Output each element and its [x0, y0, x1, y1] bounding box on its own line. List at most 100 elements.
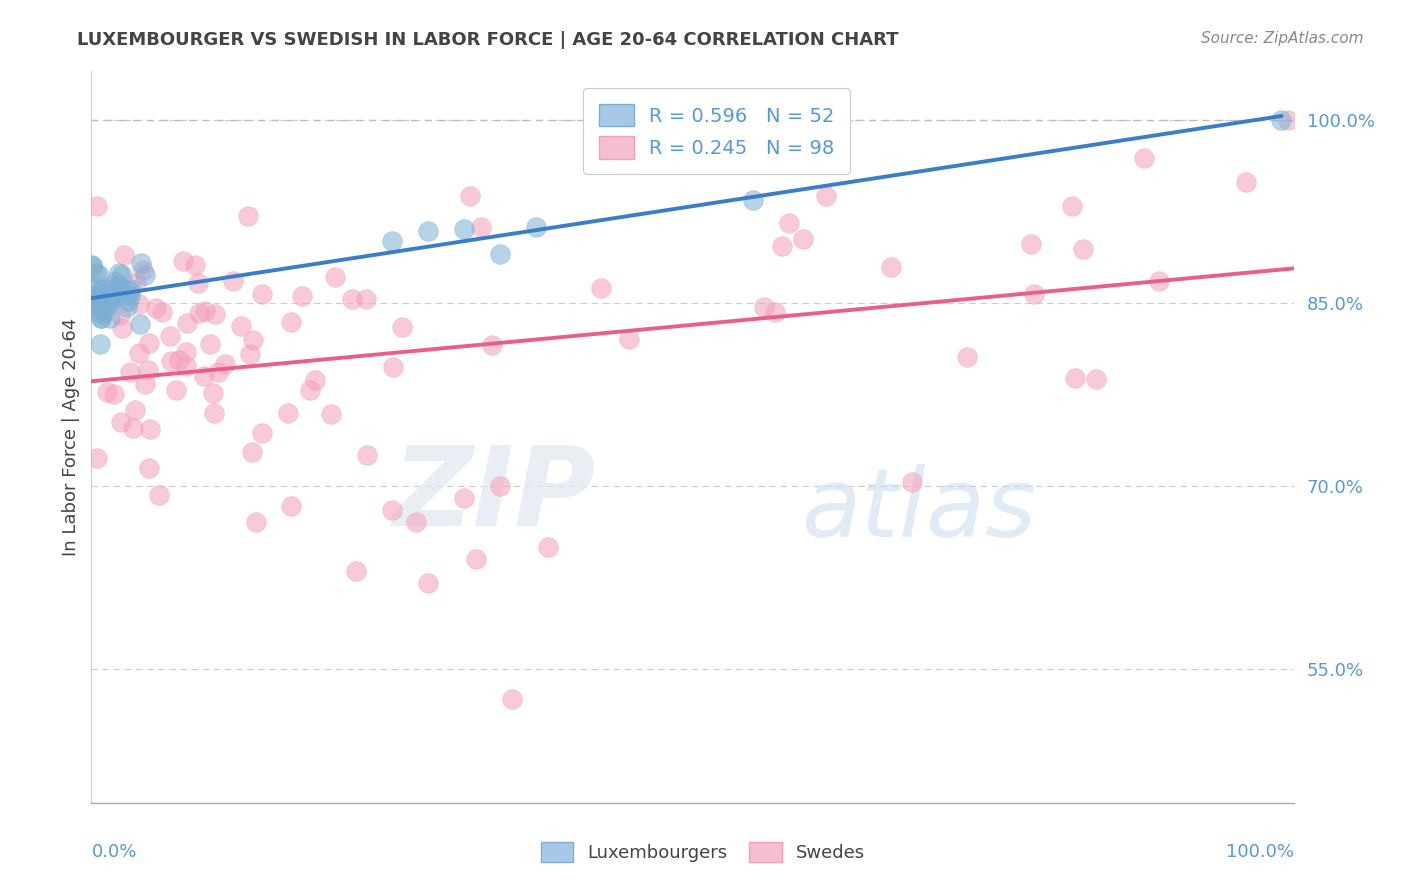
Point: [231, 319, 253, 334]
Point: [252, 287, 274, 301]
Point: [105, 290, 128, 304]
Point: [148, 488, 170, 502]
Point: [118, 285, 141, 299]
Point: [453, 221, 475, 235]
Legend: R = 0.596   N = 52, R = 0.245   N = 98: R = 0.596 N = 52, R = 0.245 N = 98: [583, 88, 851, 174]
Point: [167, 353, 190, 368]
Legend: Luxembourgers, Swedes: Luxembourgers, Swedes: [533, 834, 873, 870]
Point: [778, 216, 800, 230]
Point: [240, 445, 263, 459]
Point: [1277, 113, 1299, 128]
Point: [184, 259, 207, 273]
Point: [111, 320, 134, 334]
Point: [86, 293, 108, 307]
Point: [198, 337, 221, 351]
Point: [356, 448, 378, 462]
Point: [86, 290, 108, 304]
Point: [150, 305, 173, 319]
Point: [304, 373, 326, 387]
Point: [880, 260, 903, 275]
Point: [145, 301, 167, 315]
Point: [1071, 242, 1094, 256]
Point: [481, 338, 503, 352]
Point: [115, 300, 138, 314]
Point: [323, 269, 346, 284]
Point: [128, 346, 150, 360]
Point: [1063, 371, 1085, 385]
Point: [752, 300, 775, 314]
Point: [90, 311, 112, 326]
Point: [89, 302, 111, 317]
Point: [96, 298, 118, 312]
Point: [129, 256, 152, 270]
Point: [381, 503, 404, 517]
Point: [159, 354, 181, 368]
Point: [86, 199, 108, 213]
Point: [96, 385, 118, 400]
Point: [104, 286, 127, 301]
Point: [501, 692, 523, 706]
Text: ZIP: ZIP: [392, 442, 596, 549]
Point: [1062, 198, 1084, 212]
Point: [122, 420, 145, 434]
Point: [489, 247, 512, 261]
Point: [101, 283, 124, 297]
Point: [83, 298, 105, 312]
Point: [174, 359, 197, 374]
Point: [111, 268, 134, 282]
Point: [107, 278, 129, 293]
Point: [194, 304, 217, 318]
Point: [172, 254, 194, 268]
Point: [617, 332, 640, 346]
Point: [98, 294, 121, 309]
Point: [98, 310, 121, 325]
Point: [391, 319, 413, 334]
Point: [1084, 372, 1107, 386]
Point: [128, 297, 150, 311]
Point: [86, 451, 108, 466]
Point: [89, 297, 111, 311]
Point: [83, 289, 105, 303]
Point: [1022, 287, 1045, 301]
Text: 0.0%: 0.0%: [91, 843, 136, 861]
Point: [89, 292, 111, 306]
Point: [814, 188, 837, 202]
Point: [770, 239, 793, 253]
Y-axis label: In Labor Force | Age 20-64: In Labor Force | Age 20-64: [62, 318, 80, 557]
Point: [86, 295, 108, 310]
Point: [120, 289, 142, 303]
Point: [134, 376, 156, 391]
Point: [405, 516, 427, 530]
Point: [100, 292, 122, 306]
Point: [763, 305, 786, 319]
Point: [120, 282, 142, 296]
Point: [138, 460, 160, 475]
Point: [792, 232, 814, 246]
Point: [86, 289, 108, 303]
Point: [214, 357, 236, 371]
Point: [82, 258, 104, 272]
Point: [187, 306, 209, 320]
Point: [956, 351, 979, 365]
Point: [202, 406, 225, 420]
Point: [139, 422, 162, 436]
Point: [93, 288, 115, 302]
Text: atlas: atlas: [800, 464, 1036, 557]
Point: [470, 220, 492, 235]
Point: [176, 316, 198, 330]
Point: [86, 266, 108, 280]
Point: [174, 345, 197, 359]
Point: [129, 318, 152, 332]
Point: [589, 281, 612, 295]
Point: [1019, 237, 1042, 252]
Point: [1133, 151, 1156, 165]
Point: [319, 408, 342, 422]
Point: [354, 292, 377, 306]
Point: [489, 479, 512, 493]
Point: [90, 311, 112, 326]
Point: [124, 277, 146, 291]
Point: [90, 307, 112, 321]
Point: [118, 365, 141, 379]
Point: [465, 552, 488, 566]
Point: [221, 274, 243, 288]
